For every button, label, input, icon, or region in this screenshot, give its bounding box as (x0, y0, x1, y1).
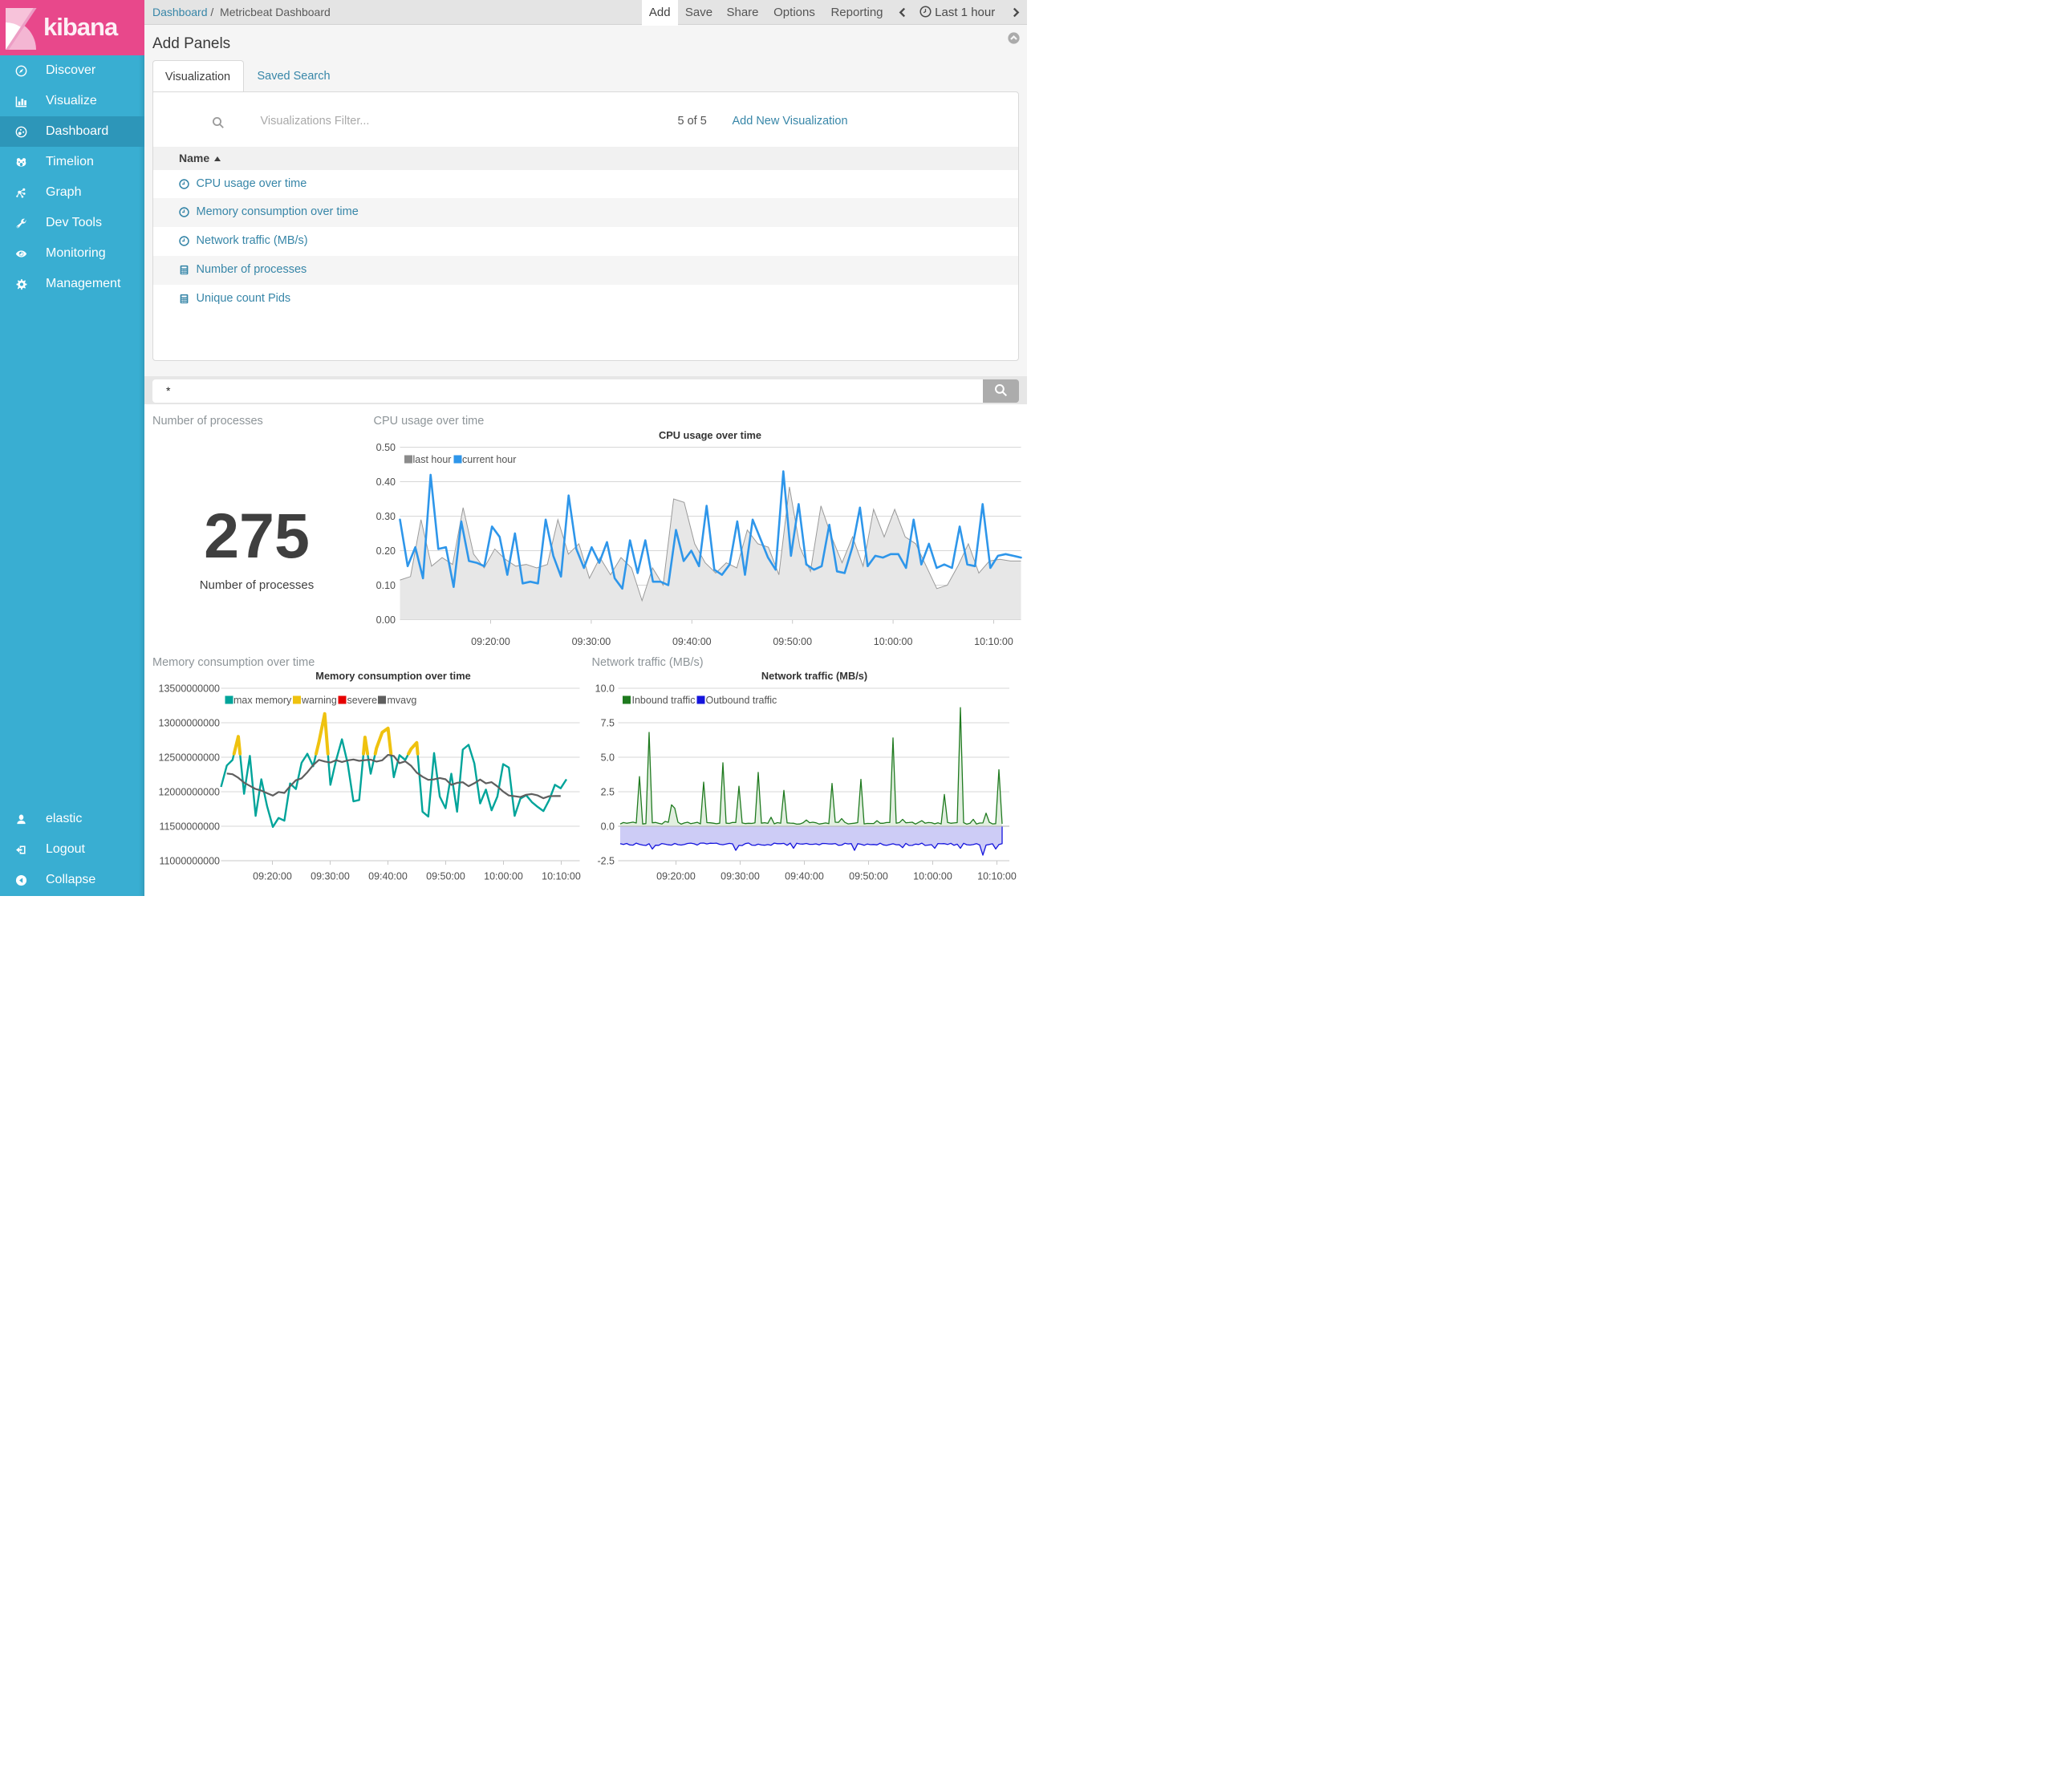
svg-text:current hour: current hour (462, 454, 516, 465)
svg-text:0.0: 0.0 (601, 821, 615, 833)
svg-text:12500000000: 12500000000 (159, 752, 221, 764)
svg-text:09:20:00: 09:20:00 (253, 871, 292, 882)
svg-text:09:50:00: 09:50:00 (426, 871, 465, 882)
svg-text:13000000000: 13000000000 (159, 718, 221, 729)
svg-text:max memory: max memory (233, 695, 292, 706)
svg-text:09:40:00: 09:40:00 (368, 871, 408, 882)
svg-text:10:10:00: 10:10:00 (977, 871, 1017, 882)
svg-text:Inbound traffic: Inbound traffic (632, 695, 696, 706)
svg-text:09:50:00: 09:50:00 (773, 636, 812, 647)
svg-text:Outbound traffic: Outbound traffic (706, 695, 777, 706)
svg-text:13500000000: 13500000000 (159, 683, 221, 695)
svg-text:0.00: 0.00 (376, 614, 396, 626)
svg-text:10:00:00: 10:00:00 (874, 636, 913, 647)
svg-text:2.5: 2.5 (601, 787, 615, 798)
svg-text:0.30: 0.30 (376, 511, 396, 522)
svg-text:10:00:00: 10:00:00 (913, 871, 952, 882)
svg-text:mvavg: mvavg (388, 695, 417, 706)
svg-text:7.5: 7.5 (601, 718, 615, 729)
svg-text:10:10:00: 10:10:00 (974, 636, 1013, 647)
svg-text:0.10: 0.10 (376, 580, 396, 591)
svg-text:11000000000: 11000000000 (159, 856, 220, 867)
svg-text:0.20: 0.20 (376, 545, 396, 557)
svg-text:11500000000: 11500000000 (159, 821, 220, 833)
svg-text:CPU usage over time: CPU usage over time (659, 429, 761, 441)
svg-text:09:20:00: 09:20:00 (471, 636, 510, 647)
svg-text:09:20:00: 09:20:00 (656, 871, 696, 882)
svg-text:-2.5: -2.5 (597, 856, 615, 867)
svg-text:10:00:00: 10:00:00 (484, 871, 523, 882)
svg-text:09:30:00: 09:30:00 (311, 871, 350, 882)
svg-text:09:30:00: 09:30:00 (721, 871, 760, 882)
svg-text:5.0: 5.0 (601, 752, 615, 764)
svg-text:0.40: 0.40 (376, 476, 396, 488)
svg-text:10.0: 10.0 (595, 683, 615, 695)
svg-text:09:30:00: 09:30:00 (572, 636, 611, 647)
svg-text:12000000000: 12000000000 (159, 787, 221, 798)
svg-text:09:40:00: 09:40:00 (672, 636, 712, 647)
svg-text:last hour: last hour (413, 454, 452, 465)
svg-text:Memory consumption over time: Memory consumption over time (315, 670, 470, 682)
svg-text:severe: severe (347, 695, 378, 706)
svg-text:09:40:00: 09:40:00 (785, 871, 824, 882)
svg-text:09:50:00: 09:50:00 (849, 871, 888, 882)
svg-text:Network traffic (MB/s): Network traffic (MB/s) (761, 670, 867, 682)
svg-text:10:10:00: 10:10:00 (542, 871, 581, 882)
svg-text:warning: warning (301, 695, 337, 706)
svg-text:0.50: 0.50 (376, 442, 396, 453)
